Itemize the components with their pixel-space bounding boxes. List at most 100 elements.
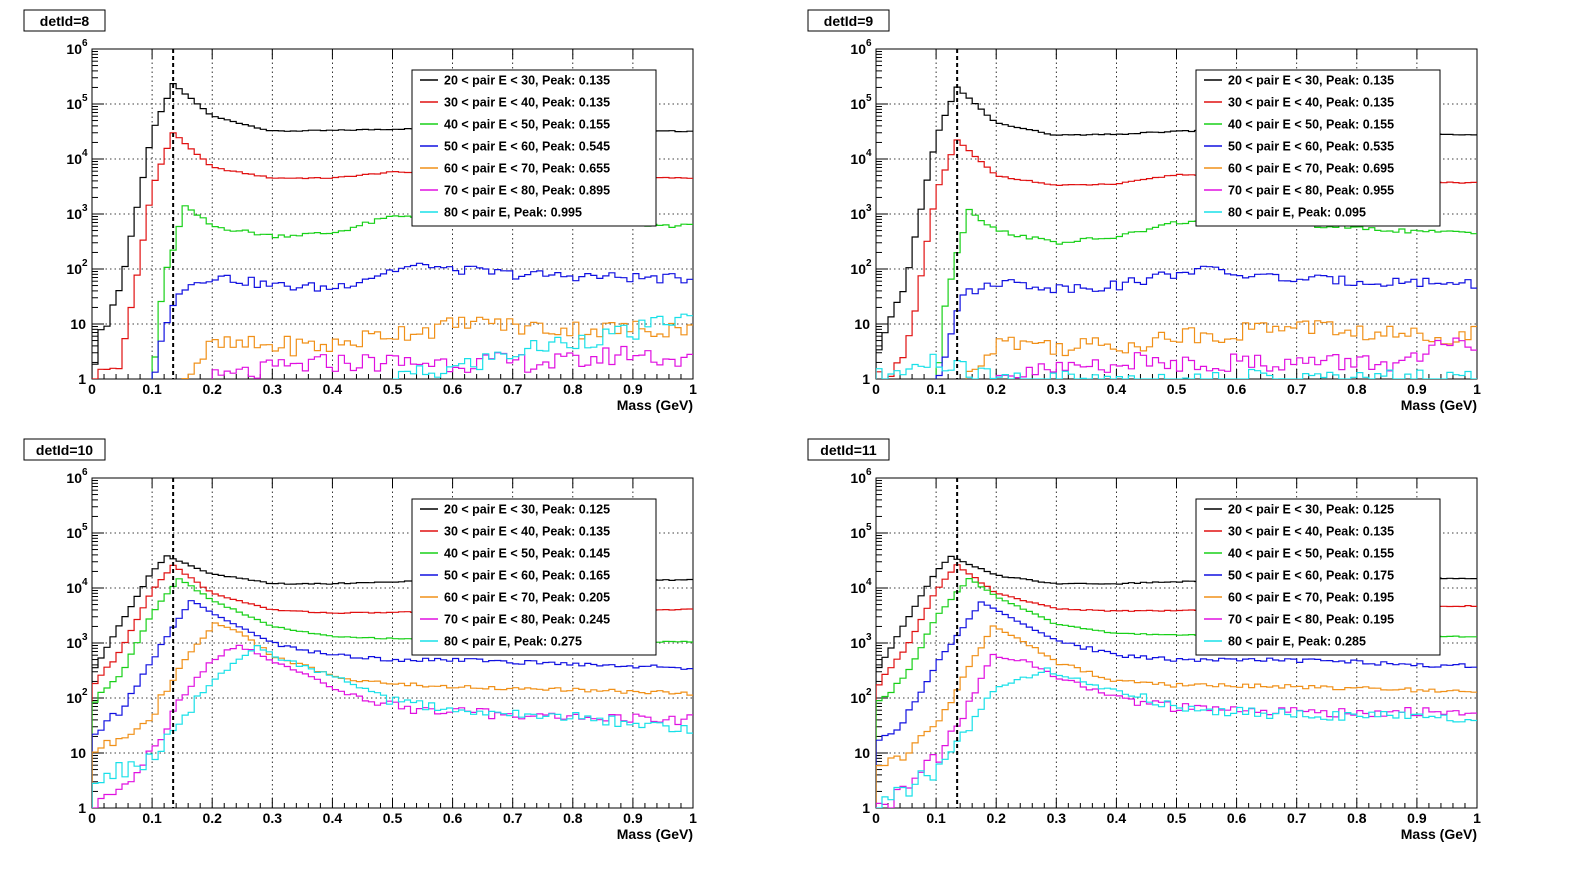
- x-tick-label: 0.6: [1227, 810, 1247, 826]
- y-tick-exponent: 4: [866, 577, 872, 588]
- series-line-5: [211, 345, 693, 379]
- x-tick-label: 0.1: [926, 381, 946, 397]
- x-tick-label: 0.9: [623, 810, 643, 826]
- series-line-3: [935, 265, 1477, 379]
- x-tick-label: 0.3: [1047, 381, 1067, 397]
- y-tick-exponent: 2: [866, 687, 872, 698]
- x-tick-label: 0.4: [1107, 381, 1127, 397]
- y-tick-label: 1: [862, 800, 870, 816]
- legend-box: [411, 69, 657, 227]
- legend-label: 20 < pair E < 30, Peak: 0.135: [1228, 74, 1394, 88]
- legend-box: [1195, 498, 1441, 656]
- y-tick-label: 1: [78, 800, 86, 816]
- y-tick-label: 10: [66, 151, 82, 167]
- y-tick-label: 10: [854, 316, 870, 332]
- x-tick-label: 0.5: [383, 381, 403, 397]
- legend-label: 60 < pair E < 70, Peak: 0.655: [444, 162, 610, 176]
- chart-panel-3: detId=11 0 0.1 0.2 0.3 0.4 0.5 0.6 0.7 0.8 0.9 1 1 10…: [807, 438, 1481, 842]
- series-line-4: [876, 625, 1477, 808]
- y-tick-exponent: 4: [82, 148, 88, 159]
- legend-label: 60 < pair E < 70, Peak: 0.695: [1228, 162, 1394, 176]
- y-tick-label: 10: [850, 261, 866, 277]
- legend-label: 40 < pair E < 50, Peak: 0.155: [1228, 547, 1394, 561]
- x-tick-label: 0.1: [142, 381, 162, 397]
- x-tick-label: 1: [689, 381, 697, 397]
- x-tick-label: 0.9: [1407, 381, 1427, 397]
- x-tick-label: 0.1: [142, 810, 162, 826]
- x-tick-label: 0.7: [1287, 810, 1307, 826]
- y-tick-exponent: 3: [82, 632, 88, 643]
- y-tick-label: 10: [850, 690, 866, 706]
- y-tick-label: 10: [66, 635, 82, 651]
- chart-panel-1: detId=9 0 0.1 0.2 0.3 0.4 0.5 0.6 0.7 0.8 0.9 1 1 10 1…: [807, 9, 1481, 413]
- x-tick-label: 0.3: [1047, 810, 1067, 826]
- x-tick-label: 0: [88, 810, 96, 826]
- legend-label: 60 < pair E < 70, Peak: 0.195: [1228, 591, 1394, 605]
- x-tick-label: 0.2: [986, 810, 1006, 826]
- x-tick-label: 0.1: [926, 810, 946, 826]
- panel-title: detId=11: [820, 442, 877, 458]
- legend-label: 30 < pair E < 40, Peak: 0.135: [444, 96, 610, 110]
- series-line-6: [876, 667, 1477, 808]
- y-tick-label: 10: [66, 580, 82, 596]
- y-tick-label: 10: [66, 96, 82, 112]
- y-tick-label: 10: [66, 470, 82, 486]
- y-tick-exponent: 5: [866, 93, 872, 104]
- series-line-2: [151, 205, 693, 379]
- y-tick-exponent: 2: [866, 258, 872, 269]
- y-tick-label: 10: [854, 745, 870, 761]
- x-tick-label: 1: [689, 810, 697, 826]
- y-tick-exponent: 5: [82, 522, 88, 533]
- x-tick-label: 0.4: [1107, 810, 1127, 826]
- x-tick-label: 0.7: [1287, 381, 1307, 397]
- legend-box: [411, 498, 657, 656]
- legend-box: [1195, 69, 1441, 227]
- panel-title: detId=8: [40, 13, 90, 29]
- legend-label: 50 < pair E < 60, Peak: 0.165: [444, 569, 610, 583]
- x-tick-label: 0.3: [263, 810, 283, 826]
- y-tick-label: 10: [66, 525, 82, 541]
- legend-label: 20 < pair E < 30, Peak: 0.135: [444, 74, 610, 88]
- x-tick-label: 0.4: [323, 381, 343, 397]
- series-line-3: [151, 262, 693, 379]
- y-tick-label: 10: [850, 635, 866, 651]
- legend-label: 20 < pair E < 30, Peak: 0.125: [444, 503, 610, 517]
- y-tick-label: 10: [850, 41, 866, 57]
- legend-label: 40 < pair E < 50, Peak: 0.155: [444, 118, 610, 132]
- x-tick-label: 1: [1473, 810, 1481, 826]
- x-tick-label: 0.9: [1407, 810, 1427, 826]
- x-tick-label: 0.5: [383, 810, 403, 826]
- x-tick-label: 0.2: [202, 810, 222, 826]
- y-tick-label: 10: [850, 580, 866, 596]
- panel-title-box: [23, 9, 106, 32]
- legend-label: 40 < pair E < 50, Peak: 0.155: [1228, 118, 1394, 132]
- chart-panel-0: detId=8 0 0.1 0.2 0.3 0.4 0.5 0.6 0.7 0.8 0.9 1 1 10 1…: [23, 9, 697, 413]
- x-tick-label: 0.8: [563, 810, 583, 826]
- legend-label: 70 < pair E < 80, Peak: 0.195: [1228, 613, 1394, 627]
- x-tick-label: 0.6: [443, 810, 463, 826]
- x-axis-title: Mass (GeV): [1401, 826, 1477, 842]
- y-tick-exponent: 3: [82, 203, 88, 214]
- y-tick-label: 10: [66, 690, 82, 706]
- legend-label: 50 < pair E < 60, Peak: 0.175: [1228, 569, 1394, 583]
- legend-label: 30 < pair E < 40, Peak: 0.135: [444, 525, 610, 539]
- x-tick-label: 0.4: [323, 810, 343, 826]
- x-tick-label: 0.8: [563, 381, 583, 397]
- x-tick-label: 0: [872, 381, 880, 397]
- legend-label: 70 < pair E < 80, Peak: 0.245: [444, 613, 610, 627]
- y-tick-exponent: 6: [866, 467, 872, 478]
- y-tick-exponent: 6: [82, 467, 88, 478]
- panel-title: detId=10: [36, 442, 93, 458]
- legend-label: 80 < pair E, Peak: 0.275: [444, 635, 582, 649]
- y-tick-exponent: 2: [82, 258, 88, 269]
- legend-label: 30 < pair E < 40, Peak: 0.135: [1228, 525, 1394, 539]
- legend-label: 50 < pair E < 60, Peak: 0.535: [1228, 140, 1394, 154]
- series-line-2: [935, 208, 1477, 379]
- panel-title-box: [807, 9, 890, 32]
- legend-label: 50 < pair E < 60, Peak: 0.545: [444, 140, 610, 154]
- y-tick-exponent: 2: [82, 687, 88, 698]
- legend: 20 < pair E < 30, Peak: 0.125 30 < pair E…: [411, 498, 657, 656]
- x-tick-label: 0: [88, 381, 96, 397]
- x-axis-title: Mass (GeV): [1401, 397, 1477, 413]
